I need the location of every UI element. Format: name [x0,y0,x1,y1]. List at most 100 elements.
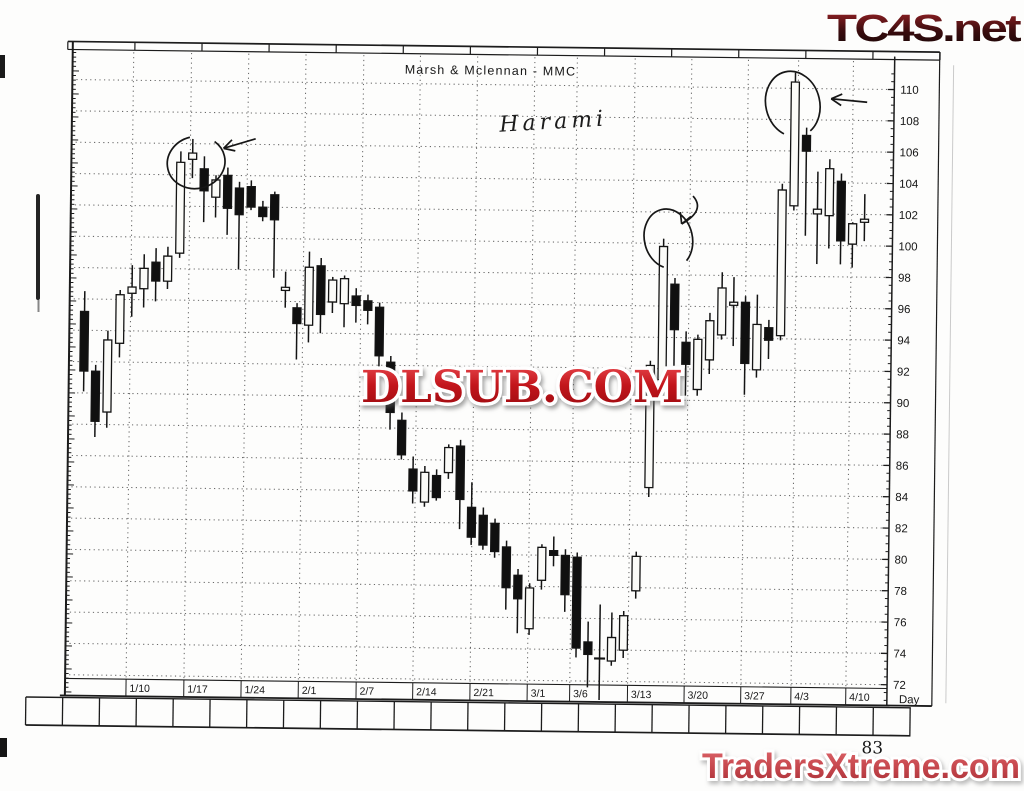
candle-day-24 [363,294,373,325]
candle-day-34 [478,507,488,550]
candle-day-55 [729,277,739,347]
candle-day-60 [789,72,801,211]
h-gridline [70,548,887,560]
candle-day-9 [187,138,198,179]
candle-day-59 [775,183,787,341]
week-label: 3/1 [531,688,546,700]
candle-day-17 [280,271,291,308]
y-axis-label: 76 [894,617,907,629]
candle-day-29 [419,466,430,507]
y-axis-label: 102 [899,210,918,222]
h-gridline [71,486,888,498]
y-axis-label: 78 [894,586,907,598]
top-ruler-line [67,40,940,53]
candle-day-30 [431,469,442,501]
candle-day-49 [657,238,669,396]
candle-day-53 [704,312,715,374]
h-gridline [72,360,889,372]
h-gridline [74,204,891,216]
y-axis-label: 106 [899,147,918,159]
y-axis-label: 74 [893,648,907,660]
week-label: 2/7 [359,686,374,698]
week-label: 3/27 [744,690,765,702]
candle-day-35 [490,518,500,558]
v-gridline [412,55,421,683]
candle-day-2 [102,330,113,428]
candle-day-7 [162,246,173,290]
chart-title: Marsh & Mclennan - MMC [405,63,577,79]
h-gridline [72,392,889,404]
y-axis-label: 108 [900,116,919,128]
candle-day-10 [199,156,209,223]
candle-day-14 [246,180,256,211]
y-axis-label: 104 [899,179,919,191]
candle-day-64 [836,173,847,265]
scan-artifact-edge-mark [0,55,5,78]
y-axis-label: 94 [897,335,911,347]
candle-day-18 [292,303,302,360]
h-gridline [75,173,892,185]
harami-circle [764,70,821,138]
week-label: 1/10 [129,683,150,695]
date-strip-line [65,677,888,690]
candle-day-27 [396,412,407,460]
week-label: 2/1 [302,685,317,697]
h-gridline [69,611,886,623]
candle-day-65 [847,222,858,268]
y-axis-label: 86 [896,461,909,473]
v-gridline [240,53,250,681]
h-gridline [69,642,886,654]
candle-day-54 [716,272,727,340]
price-axis-line [886,56,896,706]
candle-day-33 [466,482,477,545]
candle-day-43 [583,621,593,688]
v-gridline [125,52,135,680]
candle-day-19 [303,251,314,343]
scan-artifact-edge-mark [0,738,7,757]
scan-content: 1/10 1/17 1/24 2/1 2/7 2/14 2/21 3/1 3/6 3/13 3/20… [24,40,955,758]
v-gridline [183,52,193,680]
candle-day-42 [571,552,582,658]
candle-day-56 [740,296,751,395]
y-axis-label: 92 [897,367,910,379]
candle-day-1 [90,364,101,437]
h-gridline [72,423,889,435]
candle-day-58 [764,319,774,360]
week-label: 4/10 [849,692,870,704]
candle-day-52 [692,334,703,396]
h-gridline [75,141,892,153]
candle-day-21 [327,276,338,313]
v-gridline [355,55,365,683]
candle-day-5 [139,254,149,308]
week-label: 2/14 [416,686,437,698]
annotation-arrow [679,195,699,225]
candle-day-38 [524,583,535,635]
candle-day-61 [801,127,812,236]
y-axis-label: 90 [896,398,909,410]
week-label: 2/21 [473,687,494,699]
h-gridline [74,266,891,279]
candle-day-20 [315,257,326,334]
candle-day-40 [548,536,559,567]
candle-day-6 [151,248,161,302]
y-axis-label: 82 [895,523,908,535]
candle-day-26 [385,355,396,430]
v-gridline [297,54,307,682]
candle-day-13 [234,181,245,270]
candle-day-41 [560,549,571,612]
week-label: 1/24 [244,684,265,696]
candle-day-44 [594,604,606,701]
week-label: 3/20 [687,690,708,702]
h-gridline [74,235,891,247]
week-label: 1/17 [187,683,208,695]
candle-day-23 [351,288,361,323]
scan-artifact-streak [36,194,40,300]
harami-annotation: Harami [498,107,608,138]
harami-circle [166,135,226,190]
candle-day-0 [79,291,90,392]
harami-circle [643,208,694,270]
candle-day-45 [606,612,617,666]
week-label: 3/6 [573,688,588,700]
candle-day-50 [669,277,680,366]
candle-day-25 [374,302,385,374]
